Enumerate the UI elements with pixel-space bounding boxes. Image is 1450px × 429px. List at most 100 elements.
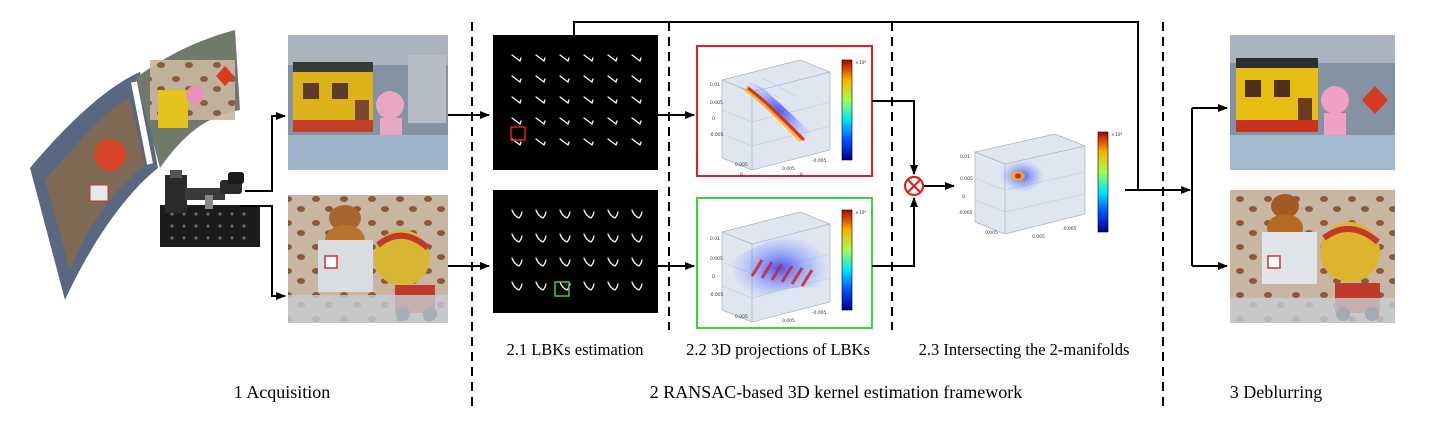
- svg-text:θ: θ: [740, 172, 743, 178]
- svg-text:0: 0: [712, 116, 715, 122]
- lbk-kernel-stroke: [583, 96, 594, 105]
- lbk-kernel-stroke: [583, 209, 595, 219]
- svg-text:×10⁴: ×10⁴: [855, 60, 866, 66]
- deblurred-image-bottom: [1230, 190, 1395, 323]
- arrow-proj-top-to-intersect: [872, 100, 918, 175]
- lbk-kernel-stroke: [631, 257, 643, 267]
- connectors: [240, 21, 1228, 300]
- lbk-kernel-stroke: [511, 281, 523, 291]
- lbk-kernel-stroke: [607, 54, 618, 63]
- lbk-kernel-stroke: [535, 281, 547, 291]
- lbk-kernel-stroke: [535, 54, 546, 63]
- lbk-kernel-stroke: [631, 209, 643, 219]
- caption-lbk-estimation: 2.1 LBKs estimation: [506, 340, 643, 359]
- lbk-kernel-stroke: [631, 96, 642, 105]
- lbk-kernel-stroke: [535, 96, 546, 105]
- lbk-kernel-stroke: [607, 138, 618, 147]
- svg-text:0.005: 0.005: [782, 318, 795, 324]
- svg-text:0.005: 0.005: [735, 314, 748, 320]
- svg-text:0.01: 0.01: [710, 82, 720, 88]
- lbk-kernel-stroke: [511, 257, 523, 267]
- svg-text:0.005: 0.005: [710, 100, 723, 106]
- svg-text:0.005: 0.005: [985, 230, 998, 236]
- svg-text:0.005: 0.005: [710, 256, 723, 262]
- lbk-kernel-stroke: [535, 233, 547, 243]
- caption-deblurring: 3 Deblurring: [1230, 382, 1322, 402]
- arrow-rig-to-top: [245, 112, 286, 192]
- lbk-kernel-stroke: [559, 96, 570, 105]
- colorbar-top: [841, 59, 853, 161]
- lbk-grid-bottom: [493, 190, 658, 313]
- camera-rig-image: [160, 170, 260, 247]
- panorama-image: [30, 30, 240, 300]
- lbk-kernel-stroke: [583, 281, 595, 291]
- svg-text:-0.005: -0.005: [812, 310, 827, 316]
- svg-text:-0.005: -0.005: [1062, 226, 1077, 232]
- lbk-kernel-stroke: [583, 75, 594, 84]
- lbk-kernel-stroke: [583, 257, 595, 267]
- caption-acquisition: 1 Acquisition: [234, 382, 331, 402]
- svg-text:×10⁴: ×10⁴: [855, 210, 866, 216]
- lbk-kernel-stroke: [631, 117, 642, 126]
- lbk-kernel-stroke: [511, 233, 523, 243]
- arrow-rig-to-bottom: [240, 205, 286, 300]
- svg-text:0.01: 0.01: [710, 236, 720, 242]
- svg-text:×10⁴: ×10⁴: [1111, 132, 1122, 138]
- lbk-kernel-stroke: [631, 138, 642, 147]
- lbk-kernel-stroke: [535, 75, 546, 84]
- svg-text:0.005: 0.005: [782, 166, 795, 172]
- svg-text:0.005: 0.005: [1032, 234, 1045, 240]
- lbk-kernel-stroke: [583, 233, 595, 243]
- svg-text:0: 0: [962, 194, 965, 200]
- lbk-highlight-bottom: [554, 281, 570, 297]
- svg-text:-0.005: -0.005: [709, 292, 724, 298]
- lbk-kernel-stroke: [631, 75, 642, 84]
- svg-text:-0.005: -0.005: [709, 132, 724, 138]
- lbk-kernel-stroke: [535, 257, 547, 267]
- lbk-kernel-stroke: [607, 75, 618, 84]
- lbk-kernel-stroke: [535, 209, 547, 219]
- projection-plot-top: 0.01 0.005 0 -0.005 0.005 0.005 -0.005 θ θ ×10⁴: [696, 45, 873, 178]
- lbk-kernel-stroke: [607, 257, 619, 267]
- lbk-kernel-stroke: [559, 75, 570, 84]
- lbk-kernel-stroke: [511, 54, 522, 63]
- lbk-kernel-stroke: [631, 54, 642, 63]
- lbk-kernel-stroke: [559, 257, 571, 267]
- lbk-kernel-stroke: [583, 117, 594, 126]
- lbk-kernel-stroke: [559, 209, 571, 219]
- svg-text:0: 0: [712, 274, 715, 280]
- caption-intersecting: 2.3 Intersecting the 2-manifolds: [919, 340, 1130, 359]
- captured-image-top: [288, 35, 448, 170]
- lbk-kernel-stroke: [607, 233, 619, 243]
- lbk-kernel-stroke: [511, 75, 522, 84]
- lbk-kernel-stroke: [583, 54, 594, 63]
- intersect-operator-icon: [903, 175, 925, 197]
- svg-text:0.005: 0.005: [960, 176, 973, 182]
- intersection-plot: 0.01 0.005 0 -0.005 0.005 0.005 -0.005 ×10⁴: [958, 131, 1122, 240]
- svg-text:-0.005: -0.005: [958, 210, 973, 216]
- lbk-kernel-stroke: [631, 233, 643, 243]
- lbk-grid-top: [493, 35, 658, 170]
- colorbar-intersection: [1097, 131, 1109, 233]
- lbk-kernel-stroke: [607, 117, 618, 126]
- separators: [471, 22, 1164, 412]
- arrow-proj-bottom-to-intersect: [872, 197, 918, 267]
- lbk-highlight-top: [510, 126, 526, 141]
- lbk-kernel-stroke: [559, 117, 570, 126]
- lbk-kernel-stroke: [607, 96, 618, 105]
- bypass-line: [573, 21, 1139, 190]
- svg-text:0.01: 0.01: [960, 154, 970, 160]
- lbk-kernel-stroke: [535, 138, 546, 147]
- deblurred-image-top: [1230, 35, 1395, 170]
- caption-3d-projections: 2.2 3D projections of LBKs: [686, 340, 870, 359]
- svg-text:-0.005: -0.005: [812, 158, 827, 164]
- caption-framework: 2 RANSAC-based 3D kernel estimation fram…: [650, 382, 1022, 402]
- svg-text:θ: θ: [800, 172, 803, 178]
- lbk-kernel-stroke: [607, 209, 619, 219]
- lbk-kernel-stroke: [535, 117, 546, 126]
- lbk-kernel-stroke: [607, 281, 619, 291]
- svg-text:0.005: 0.005: [735, 162, 748, 168]
- lbk-kernel-stroke: [511, 117, 522, 126]
- lbk-kernel-stroke: [511, 209, 523, 219]
